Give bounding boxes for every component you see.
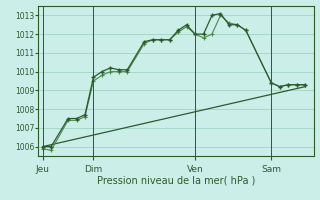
X-axis label: Pression niveau de la mer( hPa ): Pression niveau de la mer( hPa ) [97, 175, 255, 185]
